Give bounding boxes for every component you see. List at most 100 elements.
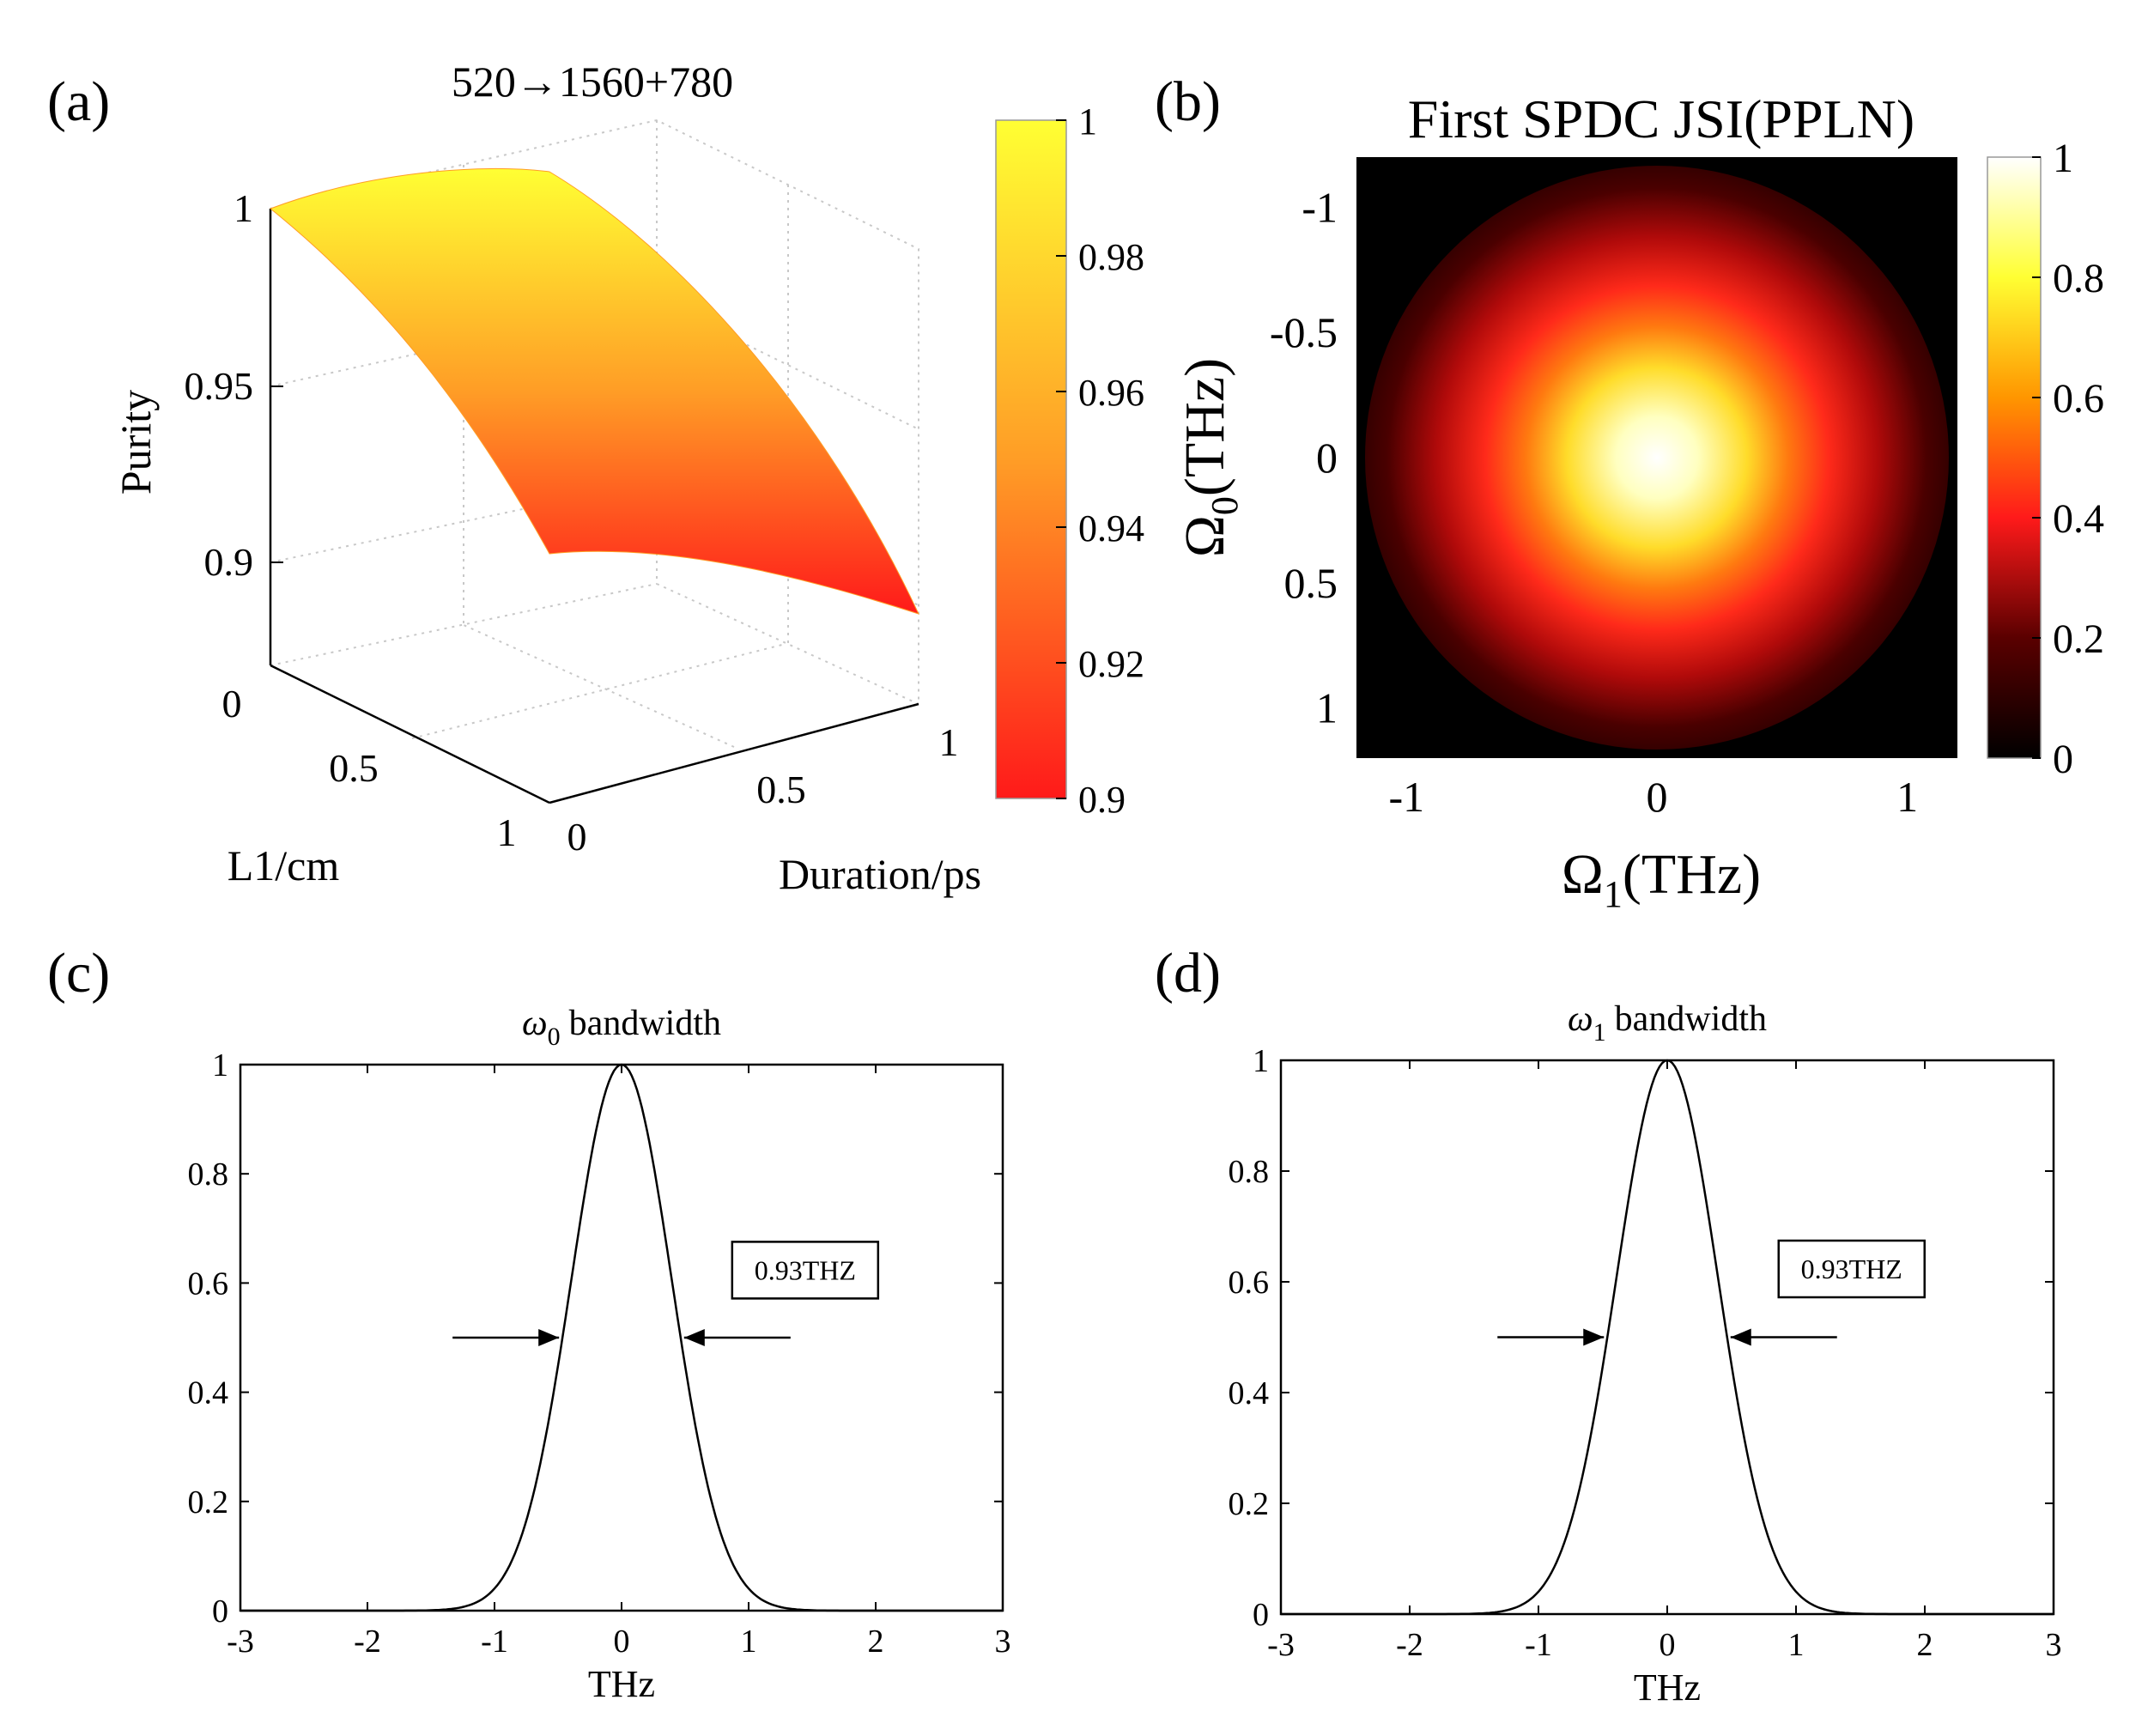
panel-a-xtick-label-1: 1 [497, 810, 517, 854]
panel-b-ytick-label: 0.5 [1284, 559, 1338, 607]
panel-c-gaussian-curve [240, 1063, 1003, 1612]
panel-d-xtick-label: -1 [1525, 1627, 1552, 1663]
panel-c-xtick-label: 1 [741, 1624, 757, 1660]
panel-d-axes-frame [1279, 1059, 2055, 1616]
panel-label-a: (a) [47, 70, 110, 133]
panel-c-xtick-label: -3 [227, 1624, 254, 1660]
panel-c-xtick-label: 2 [868, 1624, 884, 1660]
panel-b-ytick-label: 1 [1316, 684, 1338, 732]
panel-b-colorbar-tick-label: 0 [2053, 737, 2073, 782]
panel-d-fwhm-arrowhead-left [1583, 1328, 1605, 1346]
panel-a-ztick-label-1: 1 [234, 186, 253, 230]
panel-d-xtick-label: 3 [2046, 1627, 2062, 1663]
panel-d-annotation-box [1777, 1239, 1926, 1299]
panel-a-zlabel: Purity [112, 390, 160, 495]
panel-b-colorbar-ticks: 1 0.8 0.6 0.4 0.2 0 [2032, 136, 2104, 782]
panel-d-xtick-label: -3 [1267, 1627, 1295, 1663]
panel-b-title: First SPDC JSI(PPLN) [1408, 88, 1914, 149]
panel-a-surface [270, 167, 919, 615]
panel-a-ztick-label-09: 0.9 [204, 540, 254, 584]
panel-b-colorbar-tick-label: 0.8 [2053, 256, 2104, 301]
panel-b-ytick-label: -1 [1302, 183, 1338, 231]
panel-a-ylabel: Duration/ps [779, 850, 981, 898]
panel-a-floor-grid2 [463, 624, 735, 748]
panel-b-colorbar-tick-label: 0.2 [2053, 616, 2104, 662]
panel-d-title-symbol: ω [1568, 999, 1593, 1039]
panel-d-title: ω1 bandwidth [1568, 999, 1767, 1047]
panel-c-annotation-box [731, 1241, 880, 1300]
panel-a-ztick-label-095: 0.95 [185, 364, 254, 408]
panel-a-title: 520→1560+780 [452, 58, 733, 106]
panel-a-floor-back [270, 583, 658, 666]
panel-a-ytick-label-1: 1 [939, 720, 959, 764]
panel-b-xtick-label: 0 [1647, 773, 1668, 821]
panel-a-ytick-label-05: 0.5 [756, 768, 806, 811]
panel-a-xtick-label-0: 0 [222, 682, 242, 725]
panel-b-jsi-peak [1365, 166, 1949, 750]
panel-c-ytick-label: 0.2 [188, 1484, 229, 1521]
panel-a-colorbar-tick-label: 0.96 [1078, 372, 1144, 414]
panel-d-xtick-label: 2 [1917, 1627, 1933, 1663]
panel-c-line-chart: ω0 bandwidth-3 -2 -1 0 1 2 300.20.40.60.81THz0.… [188, 1004, 1011, 1705]
panel-b-ylabel-unit: (THz) [1174, 358, 1236, 496]
panel-d-xtick-label: 0 [1660, 1627, 1676, 1663]
panel-c-fwhm-arrowhead-left [538, 1329, 560, 1346]
panel-c-ytick-label: 0.6 [188, 1266, 229, 1302]
panel-c-axes-frame [239, 1063, 1004, 1612]
panel-b-ylabel-symbol: Ω [1174, 515, 1236, 557]
panel-c-xtick-label: -2 [354, 1624, 381, 1660]
panel-d-ytick-label: 0.4 [1229, 1375, 1270, 1411]
panel-a-x-axis [270, 664, 550, 804]
panel-c-title: ω0 bandwidth [522, 1004, 721, 1051]
panel-b-ylabel: Ω0(THz) [1174, 358, 1246, 557]
panel-c-xtick-label: -1 [481, 1624, 508, 1660]
panel-a-surface-chart: 520→1560+780 1 0.95 0.9 0 0.5 1 0 0.5 [112, 58, 1144, 898]
panel-d-ytick-label: 0.6 [1229, 1265, 1270, 1301]
panel-b-xlabel-symbol: Ω [1562, 843, 1604, 906]
panel-d-fwhm-arrowhead-right [1730, 1328, 1751, 1346]
panel-b-colorbar-tick-label: 0.6 [2053, 376, 2104, 422]
panel-d-gaussian-curve [1281, 1059, 2054, 1616]
panel-d-title-text: bandwidth [1615, 999, 1767, 1039]
panel-d-ytick-label: 0 [1253, 1597, 1269, 1633]
panel-b-ytick-label: -0.5 [1270, 308, 1338, 356]
panel-c-title-sub: 0 [548, 1023, 561, 1051]
panel-b-ylabel-sub: 0 [1204, 496, 1246, 515]
panel-label-c: (c) [47, 942, 110, 1005]
panel-b-xtick-label: -1 [1389, 773, 1425, 821]
panel-a-floor-grid1 [411, 643, 786, 739]
panel-b-ticks: -1 0 1 -1 -0.5 0 0.5 1 [1270, 183, 1918, 821]
panel-c-ytick-label: 0.4 [188, 1375, 229, 1411]
panel-d-annotation-text: 0.93THZ [1801, 1253, 1902, 1284]
panel-d-ytick-label: 0.8 [1229, 1154, 1270, 1190]
panel-c-xtick-label: 0 [614, 1624, 630, 1660]
panel-c-title-symbol: ω [522, 1004, 548, 1043]
panel-a-floor-right [656, 583, 919, 705]
panel-b-xlabel: Ω1(THz) [1562, 843, 1761, 915]
panel-b-ytick-label: 0 [1316, 434, 1338, 482]
panel-a-xtick-label-05: 0.5 [329, 746, 379, 790]
panel-b-xlabel-sub: 1 [1604, 873, 1623, 915]
panel-a-ytick-label-0: 0 [567, 815, 587, 859]
panel-a-y-axis [549, 702, 919, 804]
panel-b-xtick-label: 1 [1896, 773, 1918, 821]
panel-c-ytick-label: 1 [212, 1047, 228, 1083]
panel-d-ytick-label: 1 [1253, 1043, 1269, 1079]
panel-label-d: (d) [1155, 942, 1221, 1005]
panel-c-annotation-text: 0.93THZ [755, 1254, 856, 1285]
panel-a-colorbar [995, 119, 1067, 799]
panel-d-xlabel: THz [1634, 1666, 1701, 1709]
panel-d-xtick-label: -2 [1396, 1627, 1423, 1663]
panel-b-colorbar-tick-label: 0.4 [2053, 496, 2104, 542]
panel-c-xtick-label: 3 [995, 1624, 1011, 1660]
panel-label-b: (b) [1155, 70, 1221, 133]
panel-d-title-sub: 1 [1593, 1018, 1606, 1047]
panel-a-colorbar-tick-label: 1 [1078, 100, 1097, 143]
panel-a-xlabel: L1/cm [228, 841, 340, 889]
panel-c-fwhm-arrowhead-right [683, 1329, 705, 1346]
panel-b-colorbar [1987, 156, 2042, 759]
panel-d-line-chart: ω1 bandwidth-3 -2 -1 0 1 2 300.20.40.60.81THz0.… [1229, 999, 2062, 1709]
panel-c-title-text: bandwidth [569, 1004, 721, 1043]
panel-a-colorbar-tick-label: 0.94 [1078, 507, 1144, 549]
